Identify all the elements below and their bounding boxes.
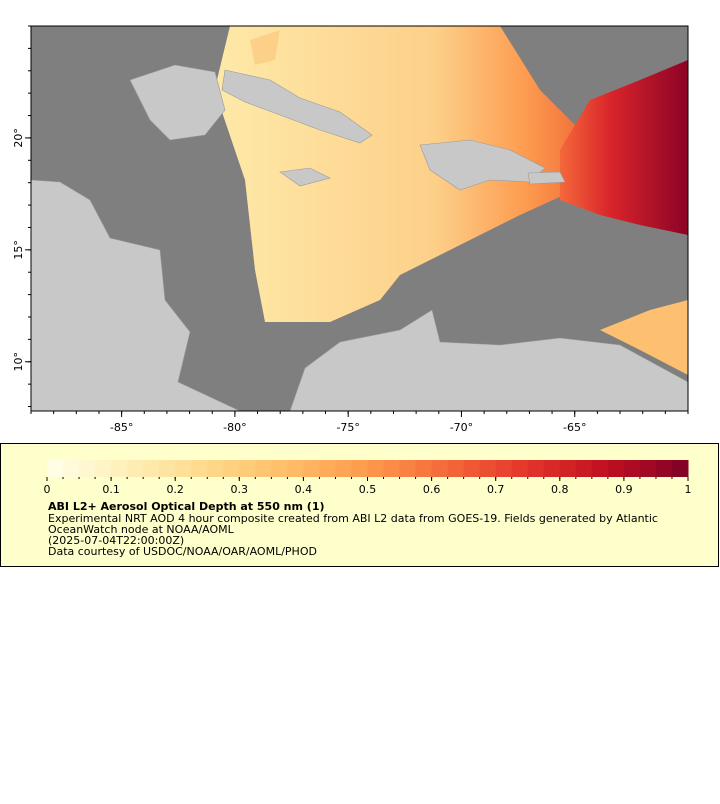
legend-line: Experimental NRT AOD 4 hour composite cr… xyxy=(48,512,658,525)
yucatan xyxy=(129,64,226,141)
colorbar-step xyxy=(639,460,657,477)
colorbar-step xyxy=(223,460,240,477)
colorbar-step xyxy=(287,460,304,477)
y-tick-label: 10° xyxy=(12,352,25,372)
colorbar-step xyxy=(191,460,208,477)
colorbar-step xyxy=(415,460,433,477)
colorbar-step xyxy=(479,460,497,477)
colorbar-step xyxy=(95,460,112,477)
colorbar-step xyxy=(559,460,577,477)
aerosol-field xyxy=(250,30,280,65)
colorbar-step xyxy=(351,460,368,477)
colorbar-step xyxy=(111,460,128,477)
colorbar-step xyxy=(447,460,465,477)
colorbar-step xyxy=(175,460,192,477)
aerosol-field xyxy=(560,60,688,235)
colorbar-step xyxy=(271,460,288,477)
colorbar-step xyxy=(47,460,64,477)
colorbar-tick-label: 0.6 xyxy=(423,483,441,496)
colorbar-tick-label: 0.4 xyxy=(295,483,313,496)
colorbar-tick-label: 0.7 xyxy=(487,483,505,496)
colorbar-tick-label: 0.3 xyxy=(231,483,249,496)
colorbar-step xyxy=(303,460,320,477)
colorbar-step xyxy=(623,460,641,477)
colorbar-tick-label: 0.1 xyxy=(102,483,120,496)
x-tick-label: -80° xyxy=(223,421,246,434)
colorbar-step xyxy=(207,460,224,477)
colorbar-step xyxy=(543,460,561,477)
map-frame xyxy=(30,25,689,412)
y-tick-label: 15° xyxy=(12,240,25,260)
x-tick-label: -75° xyxy=(336,421,359,434)
map xyxy=(30,25,689,412)
colorbar-step xyxy=(335,460,352,477)
colorbar-step xyxy=(159,460,176,477)
colorbar-tick-label: 0.8 xyxy=(551,483,569,496)
colorbar-step xyxy=(671,460,689,477)
colorbar-step xyxy=(575,460,593,477)
puerto-rico xyxy=(527,171,566,185)
aerosol-field xyxy=(600,300,688,375)
colorbar-tick-label: 0 xyxy=(44,483,51,496)
cuba xyxy=(221,69,373,144)
colorbar-step xyxy=(255,460,272,477)
colorbar-step xyxy=(463,460,481,477)
colorbar-step xyxy=(319,460,336,477)
x-tick-label: -70° xyxy=(450,421,473,434)
colorbar-step xyxy=(655,460,673,477)
colorbar-step xyxy=(607,460,625,477)
legend-line: (2025-07-04T22:00:00Z) xyxy=(48,534,184,547)
colorbar-step xyxy=(511,460,529,477)
colorbar-step xyxy=(63,460,80,477)
legend-title: ABI L2+ Aerosol Optical Depth at 550 nm … xyxy=(48,500,325,513)
colorbar-tick-label: 0.5 xyxy=(359,483,377,496)
colorbar-step xyxy=(79,460,96,477)
colorbar-step xyxy=(591,460,609,477)
legend-line: OceanWatch node at NOAA/AOML xyxy=(48,523,235,536)
colorbar-step xyxy=(495,460,513,477)
colorbar-step xyxy=(127,460,144,477)
colorbar-step xyxy=(431,460,449,477)
y-tick-label: 20° xyxy=(12,128,25,148)
jamaica xyxy=(279,167,331,187)
colorbar-step xyxy=(143,460,160,477)
colorbar-step xyxy=(367,460,385,477)
colorbar-step xyxy=(239,460,256,477)
colorbar-tick-label: 1 xyxy=(685,483,692,496)
x-tick-label: -65° xyxy=(563,421,586,434)
colorbar-tick-label: 0.9 xyxy=(615,483,633,496)
colorbar-step xyxy=(527,460,545,477)
colorbar-step xyxy=(399,460,417,477)
colorbar-tick-label: 0.2 xyxy=(166,483,184,496)
legend-line: Data courtesy of USDOC/NOAA/OAR/AOML/PHO… xyxy=(48,545,317,558)
x-tick-label: -85° xyxy=(110,421,133,434)
colorbar-step xyxy=(383,460,401,477)
